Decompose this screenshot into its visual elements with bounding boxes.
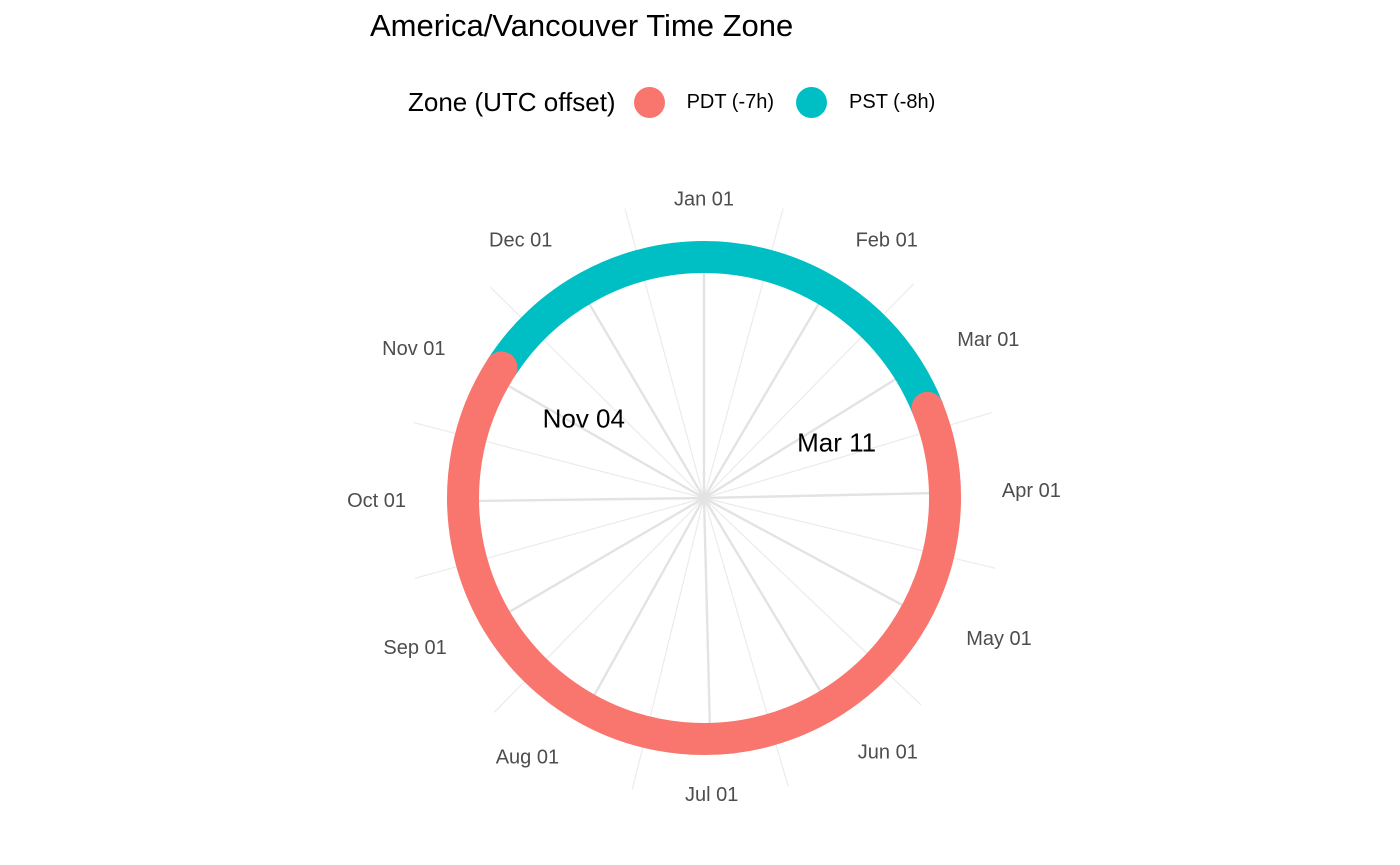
tick-label: Nov 01 [382, 338, 445, 360]
pst-segment [703, 241, 943, 415]
tick-label: Apr 01 [1002, 480, 1061, 502]
annotation-label: Mar 11 [797, 427, 876, 457]
major-grid-line [703, 362, 923, 500]
tick-label: Jun 01 [858, 742, 918, 764]
annotation-label: Nov 04 [543, 403, 625, 433]
major-grid-line [481, 369, 705, 500]
tick-label: Oct 01 [347, 490, 406, 512]
legend: Zone (UTC offset) PDT (-7h) PST (-8h) [408, 80, 957, 124]
annotation-layer: Mar 11 Nov 04 [543, 403, 876, 457]
major-grid-line [482, 496, 705, 629]
tick-label: May 01 [966, 628, 1032, 650]
transition-cap [485, 351, 518, 384]
tick-label: Aug 01 [496, 747, 559, 769]
tick-label: Sep 01 [383, 637, 446, 659]
legend-title: Zone (UTC offset) [408, 86, 616, 117]
legend-item-pdt: PDT (-7h) [633, 86, 775, 118]
chart-title: America/Vancouver Time Zone [370, 8, 794, 43]
major-grid-line [702, 276, 836, 499]
transition-cap [911, 391, 944, 424]
tick-label: Jan 01 [674, 188, 734, 210]
legend-key-pdt [633, 86, 665, 118]
major-grid-line [702, 497, 838, 718]
tick-label-layer: Jan 01 Feb 01 Mar 01 Apr 01 May 01 Jun 01 Jul … [347, 188, 1061, 806]
pdt-segment [447, 358, 961, 755]
legend-key-pst [796, 86, 828, 118]
major-grid-line [578, 497, 706, 723]
legend-item-pst: PST (-8h) [796, 86, 936, 118]
legend-label-pst: PST (-8h) [849, 90, 936, 113]
tick-label: Mar 01 [957, 329, 1019, 351]
ring-layer [447, 241, 961, 755]
major-grid-line [447, 496, 705, 503]
major-grid-line [703, 491, 960, 500]
tick-label: Dec 01 [489, 230, 552, 252]
major-grid-line [572, 276, 706, 499]
grid-layer [413, 208, 996, 790]
legend-label-pdt: PDT (-7h) [686, 90, 775, 113]
tick-label: Feb 01 [856, 230, 918, 252]
major-grid-line [703, 496, 930, 621]
major-grid-line [702, 497, 712, 754]
tick-label: Jul 01 [685, 784, 738, 806]
pst-segment [487, 241, 705, 377]
